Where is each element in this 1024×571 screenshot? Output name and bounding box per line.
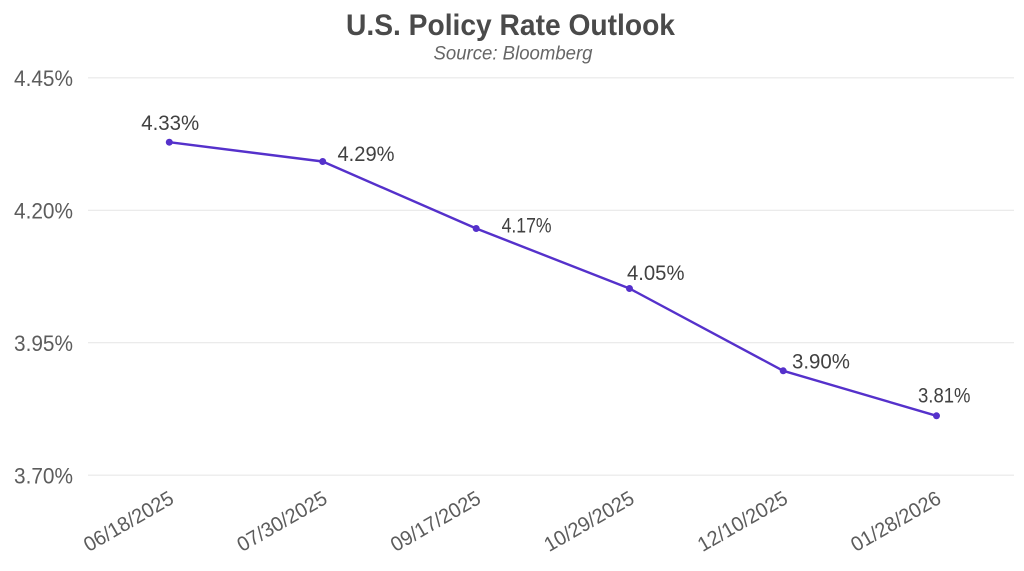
svg-text:4.05%: 4.05% [627,261,685,285]
svg-text:4.45%: 4.45% [14,66,73,91]
svg-text:3.81%: 3.81% [918,383,971,407]
svg-text:4.17%: 4.17% [502,214,552,238]
svg-text:3.70%: 3.70% [14,464,73,489]
svg-text:3.95%: 3.95% [14,331,73,356]
svg-text:4.33%: 4.33% [141,111,199,135]
svg-text:Source: Bloomberg: Source: Bloomberg [434,43,593,65]
svg-text:U.S. Policy Rate Outlook: U.S. Policy Rate Outlook [346,9,675,42]
svg-text:4.20%: 4.20% [14,199,73,224]
svg-text:4.29%: 4.29% [338,142,395,166]
svg-text:3.90%: 3.90% [792,349,850,373]
